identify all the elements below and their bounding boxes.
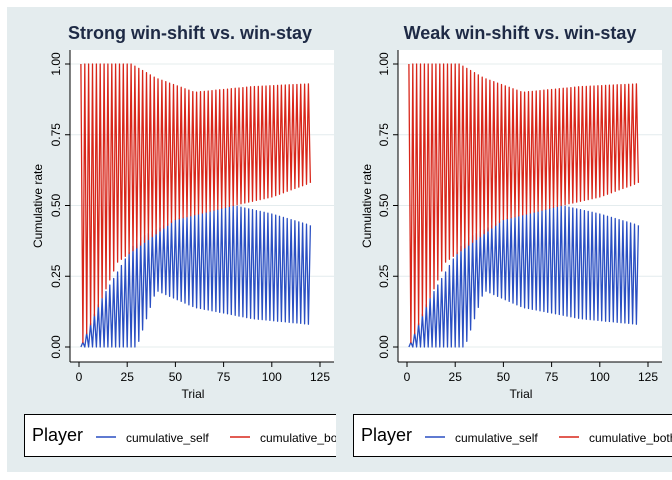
x-tick-labels: 0 25 50 75 100 125 bbox=[404, 370, 659, 384]
x-tick-label: 25 bbox=[449, 370, 463, 384]
legend-item-self: cumulative_self bbox=[455, 431, 538, 445]
y-tick-label: 0.75 bbox=[377, 123, 391, 147]
y-tick-label: 1.00 bbox=[377, 52, 391, 76]
series-line-cumulative_both bbox=[408, 63, 640, 344]
legend-item-both: cumulative_both bbox=[260, 431, 347, 445]
y-tick-labels: 0.00 0.25 0.50 0.75 1.00 bbox=[49, 52, 63, 359]
chart-panel-weak: Weak win-shift vs. win-stay 0 25 50 75 100 12… bbox=[360, 23, 662, 401]
x-tick-label: 0 bbox=[404, 370, 411, 384]
x-tick-label: 100 bbox=[262, 370, 282, 384]
y-tick-label: 0.00 bbox=[49, 335, 63, 359]
x-tick-label: 50 bbox=[497, 370, 511, 384]
legend-box bbox=[353, 414, 672, 457]
legend-right: Player cumulative_self cumulative_both bbox=[353, 414, 672, 457]
legend-title: Player bbox=[361, 425, 412, 445]
y-tick-label: 0.75 bbox=[49, 123, 63, 147]
y-tick-label: 0.25 bbox=[49, 264, 63, 288]
x-tick-label: 100 bbox=[590, 370, 610, 384]
legend-title: Player bbox=[32, 425, 83, 445]
series-marks bbox=[408, 63, 640, 348]
y-axis-label: Cumulative rate bbox=[360, 164, 374, 248]
legend-left: Player cumulative_self cumulative_both bbox=[24, 414, 347, 457]
x-tick-label: 25 bbox=[121, 370, 135, 384]
legend-box bbox=[24, 414, 336, 457]
y-tick-labels: 0.00 0.25 0.50 0.75 1.00 bbox=[377, 52, 391, 359]
y-tick-label: 0.50 bbox=[377, 193, 391, 217]
legend-item-self: cumulative_self bbox=[126, 431, 209, 445]
y-tick-label: 0.25 bbox=[377, 264, 391, 288]
x-tick-label: 50 bbox=[169, 370, 183, 384]
axes bbox=[393, 50, 662, 367]
x-tick-label: 75 bbox=[545, 370, 559, 384]
legend-item-both: cumulative_both bbox=[589, 431, 672, 445]
y-tick-label: 0.00 bbox=[377, 335, 391, 359]
y-tick-label: 1.00 bbox=[49, 52, 63, 76]
x-axis-label: Trial bbox=[510, 387, 533, 401]
chart-panel-strong: Strong win-shift vs. win-stay 0 25 50 75 100… bbox=[31, 23, 334, 401]
x-tick-label: 0 bbox=[76, 370, 83, 384]
series-marks bbox=[80, 63, 312, 348]
series-line-cumulative_self bbox=[80, 204, 312, 348]
x-tick-labels: 0 25 50 75 100 125 bbox=[76, 370, 331, 384]
axes bbox=[65, 50, 334, 367]
y-tick-label: 0.50 bbox=[49, 193, 63, 217]
chart-title: Strong win-shift vs. win-stay bbox=[68, 23, 312, 43]
y-axis-label: Cumulative rate bbox=[31, 164, 45, 248]
chart-title: Weak win-shift vs. win-stay bbox=[404, 23, 637, 43]
x-tick-label: 125 bbox=[638, 370, 658, 384]
x-tick-label: 125 bbox=[310, 370, 330, 384]
x-tick-label: 75 bbox=[217, 370, 231, 384]
series-line-cumulative_self bbox=[408, 204, 640, 348]
x-axis-label: Trial bbox=[182, 387, 205, 401]
series-line-cumulative_both bbox=[80, 63, 312, 344]
